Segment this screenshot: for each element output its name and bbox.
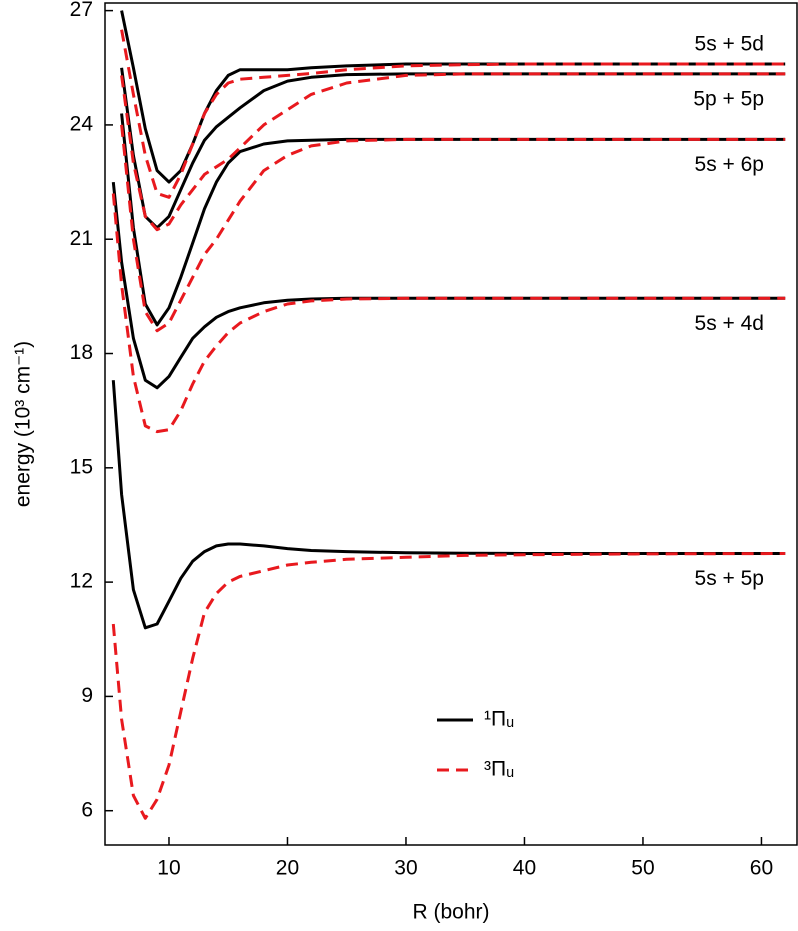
x-tick-label: 60: [750, 857, 773, 880]
y-tick-label: 21: [70, 227, 93, 250]
plot-area: [111, 10, 786, 820]
plot-frame: [104, 2, 798, 846]
x-axis-title: R (bohr): [412, 901, 489, 924]
asymptote-label: 5s + 4d: [695, 312, 764, 335]
y-tick-label: 15: [70, 455, 93, 478]
curve: [111, 380, 786, 630]
curve: [120, 29, 786, 199]
asymptote-label: 5s + 5p: [695, 567, 764, 590]
curve: [120, 124, 786, 333]
y-tick-label: 9: [81, 684, 93, 707]
y-tick-label: 27: [70, 0, 93, 21]
curve: [120, 113, 786, 327]
y-tick-label: 6: [81, 798, 93, 821]
x-tick-label: 50: [631, 857, 654, 880]
asymptote-label: 5p + 5p: [693, 87, 764, 110]
y-tick-label: 18: [70, 341, 93, 364]
curve: [111, 193, 786, 434]
curve: [120, 72, 786, 232]
curve: [120, 67, 786, 230]
curve: [111, 552, 786, 820]
y-tick-label: 12: [70, 570, 93, 593]
x-tick-label: 20: [276, 857, 299, 880]
y-tick-label: 24: [70, 112, 94, 135]
y-axis-title: energy (10³ cm⁻¹): [12, 341, 35, 507]
curve: [111, 181, 786, 390]
x-tick-label: 10: [157, 857, 180, 880]
x-tick-label: 40: [513, 857, 536, 880]
curve: [120, 10, 786, 184]
legend-label: ³Πᵤ: [484, 758, 514, 781]
legend-label: ¹Πᵤ: [484, 708, 514, 731]
asymptote-label: 5s + 6p: [695, 153, 764, 176]
asymptote-label: 5s + 5d: [695, 33, 764, 56]
x-tick-label: 30: [394, 857, 417, 880]
